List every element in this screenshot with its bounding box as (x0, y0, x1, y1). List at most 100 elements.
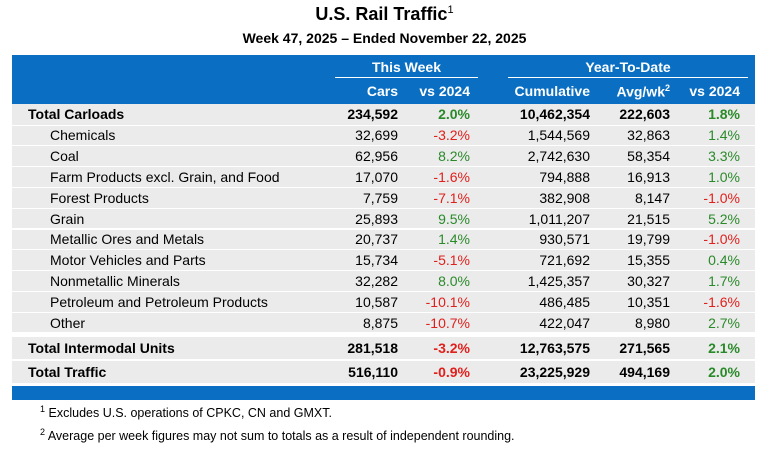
table-cell: 19,799 (627, 231, 670, 248)
table-cell: 1,425,357 (527, 273, 590, 289)
table-row (12, 187, 755, 208)
row-label: Grain (50, 210, 85, 227)
table-row (12, 291, 755, 312)
table-cell: 1.7% (708, 273, 740, 289)
column-header: Cars (367, 83, 398, 99)
table-cell: 8.0% (438, 273, 470, 289)
footnote: 1 Excludes U.S. operations of CPKC, CN a… (40, 404, 332, 420)
table-row (12, 125, 755, 146)
table-cell: 422,047 (539, 314, 590, 331)
table-cell: 15,734 (355, 252, 398, 269)
table-cell: -3.2% (433, 340, 470, 356)
row-label: Other (50, 314, 86, 331)
table-cell: 23,225,929 (519, 364, 590, 380)
column-header: vs 2024 (689, 83, 740, 99)
table-cell: 222,603 (619, 106, 670, 123)
row-label: Total Carloads (28, 106, 125, 123)
table-cell: 10,462,354 (519, 106, 590, 123)
table-cell: -10.7% (425, 314, 470, 331)
table-cell: 2.0% (708, 364, 740, 380)
table-row (12, 250, 755, 271)
table-cell: 0.4% (708, 252, 740, 269)
table-row (12, 104, 755, 125)
table-cell: 1.8% (708, 106, 740, 123)
table-cell: 58,354 (627, 148, 670, 165)
table-cell: 32,863 (627, 127, 670, 144)
column-header-text: Cumulative (514, 83, 590, 99)
table-cell: -7.1% (433, 189, 470, 206)
table-cell: 12,763,575 (519, 340, 590, 356)
table-cell: 10,587 (355, 293, 398, 310)
table-cell: 5.2% (708, 210, 740, 227)
table-cell: -1.6% (433, 169, 470, 185)
title-marker: 1 (447, 4, 454, 16)
footnote-marker: 2 (40, 427, 46, 437)
group-rule (508, 77, 748, 78)
table-cell: 3.3% (708, 148, 740, 165)
row-label: Coal (50, 148, 79, 165)
title-text: U.S. Rail Traffic (315, 4, 448, 24)
table-cell: -10.1% (425, 293, 470, 310)
table-cell: 16,913 (627, 169, 670, 185)
table-cell: -1.0% (703, 189, 740, 206)
footnote-marker: 1 (40, 404, 46, 414)
table-cell: 8.2% (438, 148, 470, 165)
row-label: Petroleum and Petroleum Products (50, 293, 268, 310)
table-cell: 271,565 (619, 340, 670, 356)
table-cell: -0.9% (433, 364, 470, 380)
title: U.S. Rail Traffic1 (0, 4, 769, 25)
table-cell: 486,485 (539, 293, 590, 310)
table-row (12, 312, 755, 333)
table-cell: 2.7% (708, 314, 740, 331)
table-cell: -3.2% (433, 127, 470, 144)
footer-band (12, 386, 755, 400)
row-label: Nonmetallic Minerals (50, 273, 180, 289)
table-row (12, 271, 755, 291)
footnote: 2 Average per week figures may not sum t… (40, 427, 515, 443)
group-header: This Week (372, 59, 441, 75)
table-cell: 9.5% (438, 210, 470, 227)
table-cell: 21,515 (627, 210, 670, 227)
table-cell: 794,888 (539, 169, 590, 185)
row-label: Total Traffic (28, 364, 107, 380)
table-row (12, 361, 755, 383)
column-header: Cumulative (515, 83, 590, 99)
footnote-text: Excludes U.S. operations of CPKC, CN and… (48, 406, 332, 421)
row-label: Metallic Ores and Metals (50, 231, 205, 248)
table-cell: 17,070 (355, 169, 398, 185)
row-label: Total Intermodal Units (28, 340, 175, 356)
table-cell: -1.0% (703, 231, 740, 248)
footnote-text: Average per week figures may not sum to … (47, 429, 515, 444)
table-row (12, 167, 755, 187)
table-cell: 2,742,630 (527, 148, 590, 165)
table-cell: -5.1% (433, 252, 470, 269)
subtitle: Week 47, 2025 – Ended November 22, 2025 (242, 30, 527, 46)
table-cell: -1.6% (703, 293, 740, 310)
table-cell: 1.4% (708, 127, 740, 144)
table-cell: 15,355 (627, 252, 670, 269)
table-row (12, 208, 755, 229)
column-header-text: Avg/wk (616, 83, 665, 100)
column-header-text: vs 2024 (689, 83, 740, 99)
table-cell: 20,737 (355, 231, 398, 248)
table-cell: 382,908 (539, 189, 590, 206)
table-cell: 30,327 (627, 273, 670, 289)
table-cell: 10,351 (627, 293, 670, 310)
table-cell: 1.4% (438, 231, 470, 248)
table-row (12, 337, 755, 359)
row-label: Forest Products (50, 189, 149, 206)
table-cell: 8,147 (634, 189, 670, 206)
table-cell: 8,875 (362, 314, 398, 331)
table-cell: 2.0% (438, 106, 470, 123)
table-cell: 8,980 (634, 314, 670, 331)
table-cell: 494,169 (619, 364, 670, 380)
table-cell: 234,592 (347, 106, 398, 123)
column-header-marker: 2 (664, 83, 670, 93)
column-header: Avg/wk2 (616, 83, 670, 100)
table-cell: 1,544,569 (527, 127, 590, 144)
table-cell: 32,282 (355, 273, 398, 289)
group-rule (335, 77, 478, 78)
table-row (12, 229, 755, 250)
table-cell: 7,759 (362, 189, 398, 206)
